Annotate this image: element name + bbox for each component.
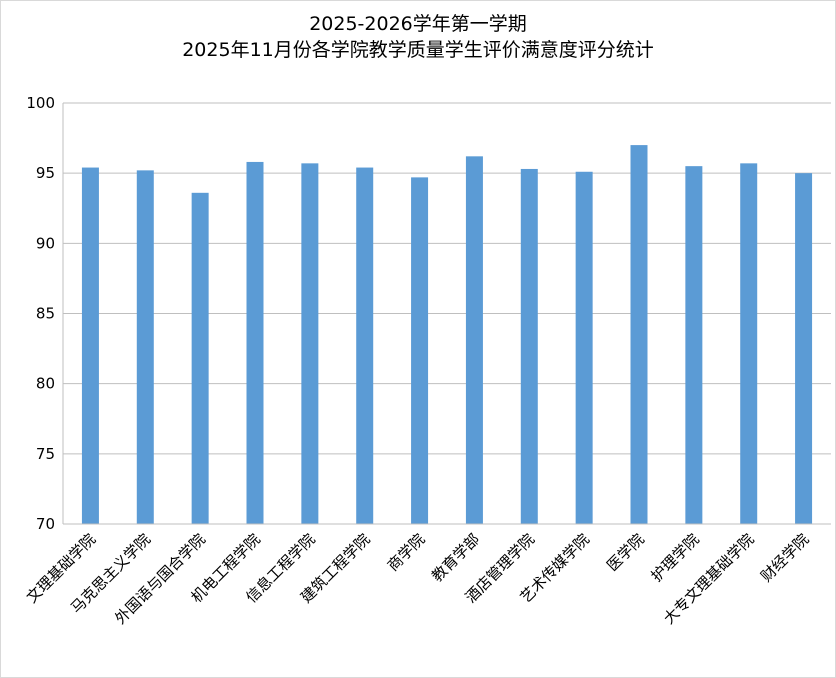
bar <box>685 166 703 524</box>
bar <box>191 192 209 524</box>
x-tick-label: 护理学院 <box>648 530 703 585</box>
y-tick-label: 90 <box>36 234 55 252</box>
bar <box>795 173 813 524</box>
x-tick-label: 财经学院 <box>757 530 812 585</box>
bar <box>520 168 538 524</box>
y-tick-label: 100 <box>26 94 55 112</box>
x-tick-label: 医学院 <box>603 530 648 575</box>
x-tick-labels: 文理基础学院马克思主义学院外国语与国合学院机电工程学院信息工程学院建筑工程学院商… <box>23 530 813 628</box>
bar <box>81 167 99 524</box>
bar <box>356 167 374 524</box>
bar <box>575 171 593 524</box>
bar <box>465 156 483 524</box>
x-tick-label: 商学院 <box>384 530 429 575</box>
gridlines <box>63 102 831 525</box>
bars <box>81 145 813 525</box>
y-tick-labels: 70 75 80 85 90 95 100 <box>26 94 55 533</box>
bar <box>411 177 429 525</box>
bar <box>246 161 264 524</box>
chart-title: 2025-2026学年第一学期 2025年11月份各学院教学质量学生评价满意度评… <box>1 11 835 63</box>
chart-title-line1: 2025-2026学年第一学期 <box>309 13 527 35</box>
bar <box>740 163 758 525</box>
x-tick-label: 教育学部 <box>428 530 483 585</box>
y-tick-label: 80 <box>36 375 55 393</box>
chart-title-line2: 2025年11月份各学院教学质量学生评价满意度评分统计 <box>182 39 654 61</box>
y-tick-label: 95 <box>36 164 55 182</box>
bar <box>301 163 319 525</box>
y-tick-label: 75 <box>36 445 55 463</box>
bar <box>136 170 154 525</box>
y-tick-label: 70 <box>36 515 55 533</box>
bar <box>630 145 648 524</box>
axes <box>62 103 831 525</box>
y-tick-label: 85 <box>36 305 55 323</box>
